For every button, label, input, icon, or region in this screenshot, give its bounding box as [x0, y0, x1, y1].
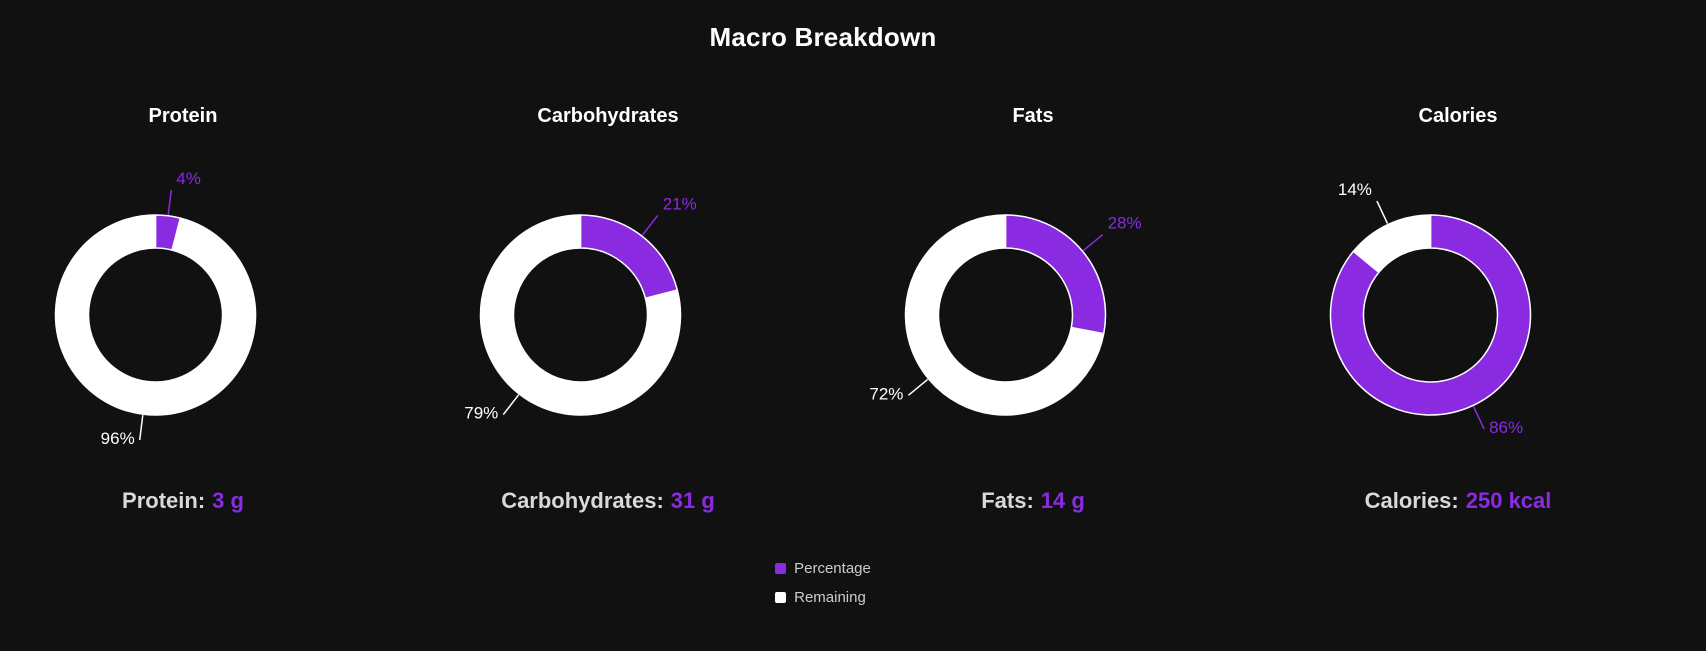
summary-label: Fats: [981, 488, 1034, 513]
donut-chart-carbohydrates: 21% 79% [464, 194, 696, 423]
chart-title: Calories [1418, 105, 1498, 127]
summary-value: 31 g [670, 488, 715, 513]
label-line [1472, 406, 1485, 430]
slice-remaining[interactable] [904, 214, 1104, 416]
summary-calories: Calories: 250 kcal [1246, 488, 1671, 514]
slice-label: 79% [464, 404, 498, 423]
label-line [1082, 234, 1103, 252]
figure-title: Macro Breakdown [709, 22, 937, 52]
slice-percentage[interactable] [1004, 214, 1106, 335]
legend-marker-percentage [775, 563, 787, 574]
legend-box: Percentage Remaining [775, 560, 871, 606]
label-line [907, 378, 928, 396]
chart-carbohydrates: Carbohydrates 21% 79% Carbohydrates: 31 g [396, 95, 821, 545]
slice-label: 14% [1337, 180, 1371, 199]
summary-fats: Fats: 14 g [821, 488, 1246, 514]
chart-title: Protein [148, 105, 218, 127]
summary-protein: Protein: 3 g [0, 488, 396, 514]
label-line [502, 394, 519, 416]
label-line [166, 189, 172, 215]
label-line [1375, 200, 1388, 224]
slice-percentage[interactable] [1329, 214, 1531, 416]
summary-value: 14 g [1040, 488, 1085, 513]
legend-item-remaining[interactable]: Remaining [775, 589, 871, 606]
legend-label: Remaining [794, 589, 866, 606]
chart-title: Fats [1012, 105, 1054, 127]
donut-chart-protein: 4% 96% [54, 169, 256, 448]
label-line [138, 415, 144, 441]
summary-label: Protein: [122, 488, 206, 513]
legend-label: Percentage [794, 560, 871, 577]
slice-label: 86% [1489, 418, 1523, 437]
summary-label: Calories: [1364, 488, 1459, 513]
slice-label: 4% [176, 169, 201, 188]
label-line [641, 214, 658, 236]
chart-protein: Protein 4% 96% Protein: 3 g [0, 95, 396, 545]
summary-label: Carbohydrates: [501, 488, 664, 513]
chart-fats: Fats 28% 72% Fats: 14 g [821, 95, 1246, 545]
slice-remaining[interactable] [1352, 214, 1431, 274]
summary-value: 3 g [212, 488, 244, 513]
legend: Percentage Remaining [0, 560, 1646, 606]
chart-title: Carbohydrates [537, 105, 679, 127]
legend-item-percentage[interactable]: Percentage [775, 560, 871, 577]
slice-label: 72% [869, 384, 903, 403]
slice-label: 28% [1107, 214, 1141, 233]
slice-remaining[interactable] [54, 214, 256, 416]
slice-remaining[interactable] [479, 214, 681, 416]
donut-chart-calories: 86% 14% [1329, 180, 1531, 437]
summary-carbohydrates: Carbohydrates: 31 g [396, 488, 821, 514]
summary-value: 250 kcal [1465, 488, 1552, 513]
legend-marker-remaining [775, 592, 787, 603]
chart-calories: Calories 86% 14% Calories: 250 kcal [1246, 95, 1671, 545]
slice-percentage[interactable] [579, 214, 678, 300]
slice-label: 21% [662, 194, 696, 213]
slice-label: 96% [100, 429, 134, 448]
donut-chart-fats: 28% 72% [869, 214, 1141, 416]
